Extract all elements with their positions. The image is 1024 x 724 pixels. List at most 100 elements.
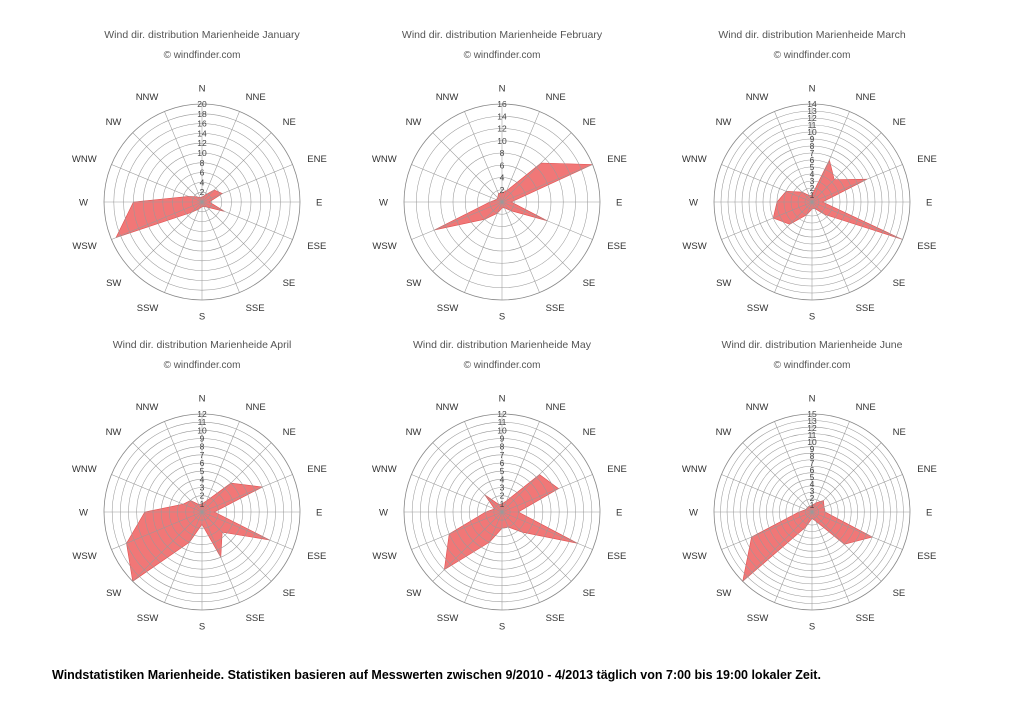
tick-label: 8 (200, 158, 205, 168)
tick-label: 12 (807, 423, 817, 433)
wind-rose-chart: NNNENEENEEESESESSESSSWSWWSWWWNWNWNNW1234… (72, 394, 327, 633)
grid-spoke (501, 511, 540, 603)
direction-label: SE (893, 588, 906, 599)
tick-label: 6 (810, 465, 815, 475)
direction-label: ENE (607, 464, 627, 475)
tick-label: 8 (810, 141, 815, 151)
tick-label: 3 (810, 486, 815, 496)
direction-label: SW (716, 588, 731, 599)
direction-label: SSW (437, 613, 459, 624)
tick-label: 12 (197, 138, 207, 148)
direction-label: NNE (246, 402, 266, 413)
tick-label: 4 (200, 177, 205, 187)
grid-spoke (501, 164, 593, 203)
tick-label: 8 (810, 451, 815, 461)
tick-label: 5 (810, 472, 815, 482)
grid-spoke (164, 111, 203, 203)
grid-spoke (742, 201, 813, 272)
tick-label: 6 (810, 155, 815, 165)
direction-label: ESE (307, 241, 326, 252)
grid-spoke (201, 164, 293, 203)
direction-label: NNW (136, 402, 159, 413)
grid-spoke (774, 111, 813, 203)
direction-label: S (199, 622, 205, 633)
tick-label: 9 (810, 134, 815, 144)
direction-label: ENE (917, 154, 937, 165)
direction-label: NNW (436, 402, 459, 413)
direction-label: WNW (372, 464, 397, 475)
wind-rose-panel: Wind dir. distribution Marienheide June ©… (662, 310, 962, 633)
tick-label: 8 (500, 148, 505, 158)
tick-label: 10 (497, 425, 507, 435)
tick-label: 12 (197, 409, 207, 419)
grid-spoke (501, 111, 540, 203)
tick-label: 7 (810, 458, 815, 468)
grid-spoke (132, 442, 203, 513)
direction-label: NW (106, 117, 122, 128)
grid-spoke (111, 201, 203, 240)
direction-label: ESE (307, 551, 326, 562)
grid-spoke (201, 511, 272, 582)
direction-label: NE (893, 427, 906, 438)
direction-label: NW (406, 427, 422, 438)
direction-label: NW (716, 117, 732, 128)
grid-spoke (811, 511, 882, 582)
tick-label: 16 (197, 119, 207, 129)
grid-spoke (811, 132, 882, 203)
direction-label: SW (716, 278, 731, 289)
direction-label: WNW (372, 154, 397, 165)
grid-spoke (501, 421, 540, 513)
direction-label: ESE (607, 241, 626, 252)
tick-label: 6 (500, 160, 505, 170)
grid-spoke (811, 201, 850, 293)
grid-spoke (811, 164, 903, 203)
direction-label: SSE (546, 303, 565, 314)
tick-label: 10 (497, 136, 507, 146)
direction-label: SSE (546, 613, 565, 624)
grid-spoke (721, 511, 813, 550)
direction-label: S (499, 622, 505, 633)
grid-spoke (811, 442, 882, 513)
tick-label: 2 (810, 183, 815, 193)
tick-label: 20 (197, 99, 207, 109)
direction-label: SSW (137, 303, 159, 314)
grid-spoke (501, 474, 593, 513)
grid-spoke (411, 474, 503, 513)
direction-label: W (689, 198, 698, 209)
grid-spoke (721, 164, 813, 203)
direction-label: E (926, 508, 932, 519)
tick-label: 9 (810, 444, 815, 454)
direction-label: NNE (856, 92, 876, 103)
direction-label: SSW (747, 303, 769, 314)
grid-spoke (111, 164, 203, 203)
grid-spoke (201, 474, 293, 513)
direction-label: SSW (137, 613, 159, 624)
direction-label: NE (583, 117, 596, 128)
direction-label: ESE (917, 551, 936, 562)
tick-label: 6 (500, 458, 505, 468)
grid-spoke (411, 164, 503, 203)
grid-spoke (432, 511, 503, 582)
chart-title: Wind dir. distribution Marienheide March (718, 29, 906, 41)
tick-label: 1 (810, 190, 815, 200)
chart-subtitle: © windfinder.com (163, 360, 241, 371)
direction-label: N (499, 84, 506, 95)
direction-label: NNW (746, 402, 769, 413)
grid-spoke (774, 201, 813, 293)
tick-label: 1 (810, 500, 815, 510)
direction-label: ENE (607, 154, 627, 165)
direction-label: NE (583, 427, 596, 438)
direction-label: SW (406, 588, 421, 599)
tick-label: 6 (200, 168, 205, 178)
direction-label: NNW (436, 92, 459, 103)
direction-label: SE (283, 588, 296, 599)
direction-label: SE (283, 278, 296, 289)
grid-spoke (501, 442, 572, 513)
tick-label: 4 (810, 479, 815, 489)
chart-subtitle: © windfinder.com (163, 50, 241, 61)
direction-label: ESE (917, 241, 936, 252)
tick-label: 2 (500, 185, 505, 195)
grid-spoke (811, 511, 903, 550)
direction-label: ENE (917, 464, 937, 475)
